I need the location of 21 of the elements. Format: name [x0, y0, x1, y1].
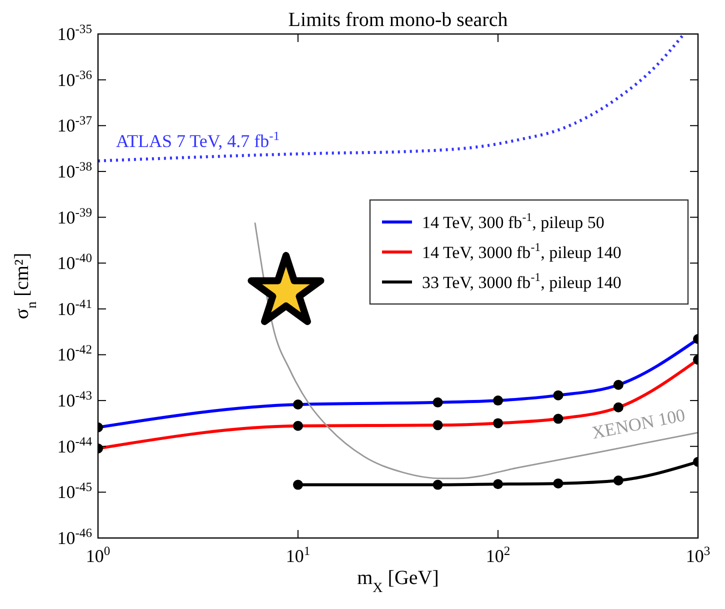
y-tick-label: 10$^{-43}$ [57, 388, 92, 411]
y-tick-label: 10$^{-42}$ [57, 342, 92, 365]
y-tick-label: 10$^{-44}$ [57, 434, 93, 456]
chart-title: Limits from mono-b search [288, 9, 508, 31]
series-label: ATLAS 7 TeV, 4.7 fb$^{-1}$ [116, 128, 280, 151]
y-tick-label: 10$^{-40}$ [57, 251, 92, 274]
legend-label: 14 TeV, 300 fb$^{-1}$, pileup 50 [422, 210, 604, 232]
legend-label: 33 TeV, 3000 fb$^{-1}$, pileup 140 [422, 270, 622, 292]
y-tick-label: 10$^{-45}$ [57, 480, 92, 502]
y-tick-label: 10$^{-36}$ [57, 68, 92, 90]
x-tick-label: 10$^{1}$ [286, 544, 310, 566]
y-tick-label: 10$^{-41}$ [57, 296, 92, 319]
legend-label: 14 TeV, 3000 fb$^{-1}$, pileup 140 [422, 240, 622, 262]
x-tick-label: 10$^{2}$ [486, 544, 510, 566]
x-axis-title: m$_{X}$ [GeV] [357, 567, 439, 596]
y-tick-label: 10$^{-38}$ [57, 159, 92, 182]
y-tick-label: 10$^{-35}$ [57, 22, 92, 44]
x-tick-label: 10$^{3}$ [686, 544, 710, 566]
y-tick-label: 10$^{-37}$ [57, 114, 92, 136]
y-tick-label: 10$^{-39}$ [57, 205, 92, 228]
text: XENON 100 [590, 404, 687, 443]
